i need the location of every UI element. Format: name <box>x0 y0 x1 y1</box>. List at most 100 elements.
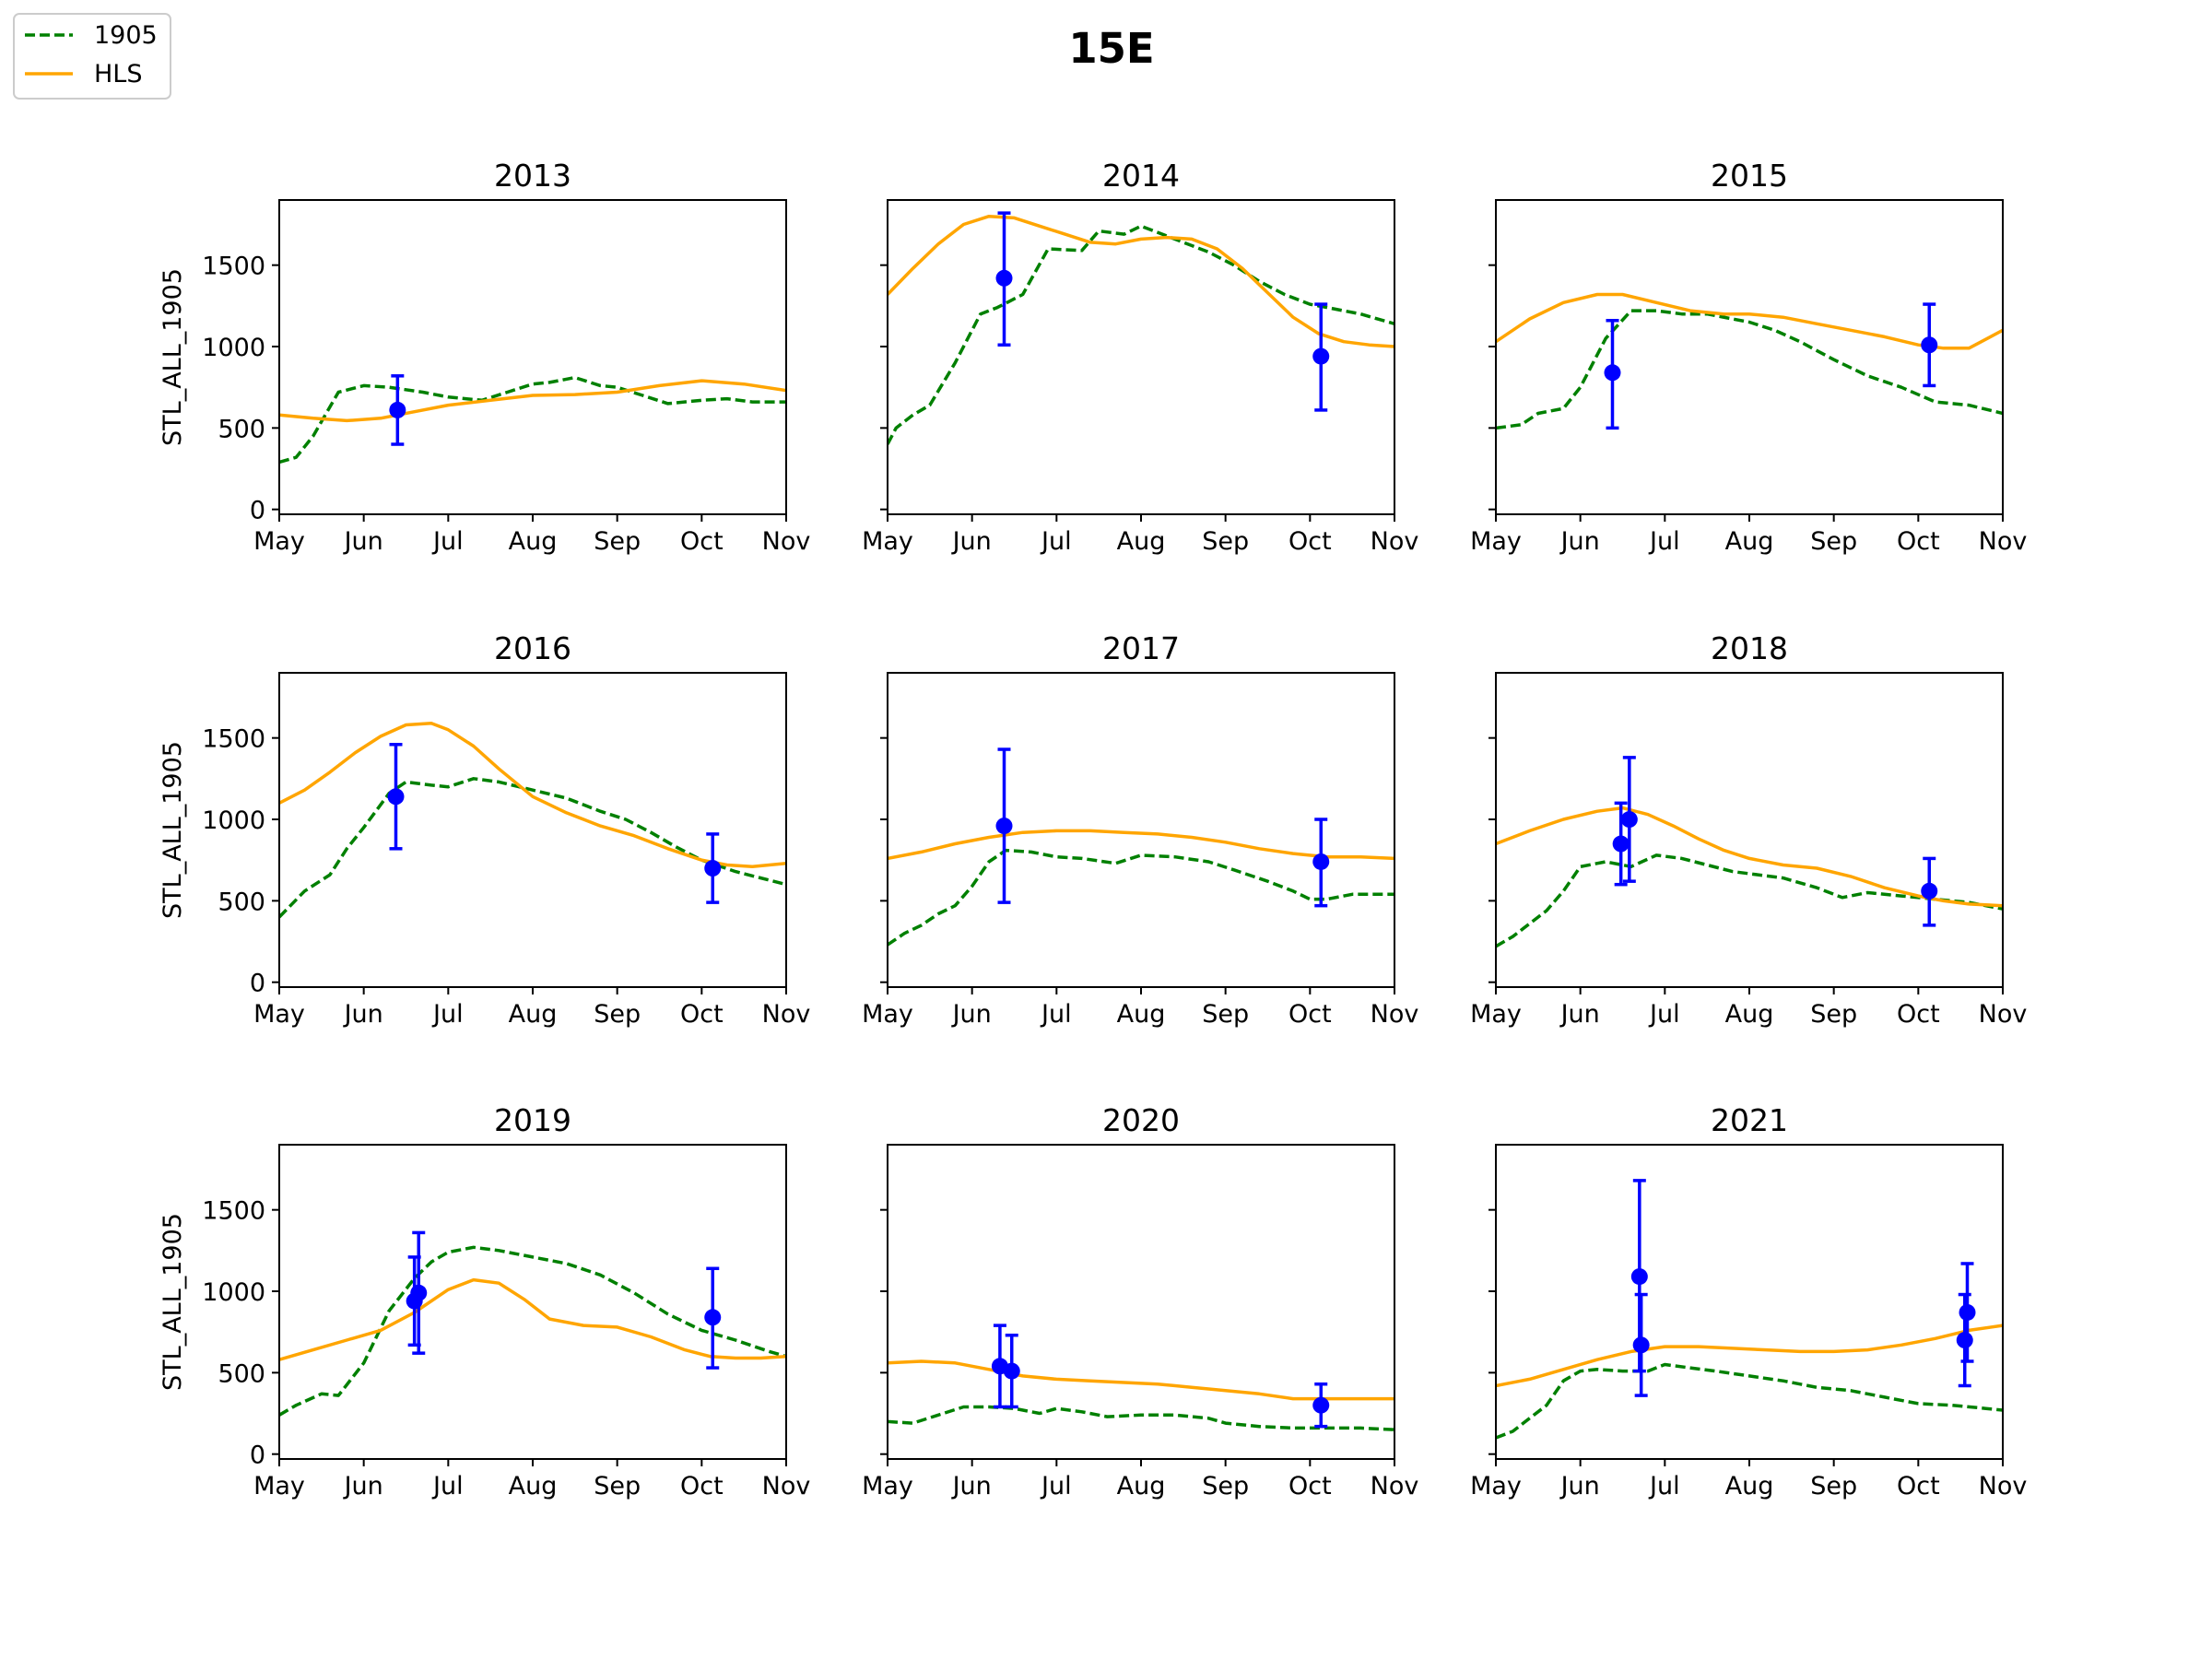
y-tick-label: 500 <box>218 1359 265 1388</box>
x-tick-label: May <box>1470 1000 1522 1029</box>
series-line-hls <box>888 829 1394 861</box>
x-tick-label: Sep <box>594 1000 641 1029</box>
x-tick-label: Nov <box>1371 1000 1419 1029</box>
series-line-hls <box>279 379 786 423</box>
legend-label-hls: HLS <box>94 60 142 88</box>
x-tick-label: Oct <box>1288 1000 1332 1029</box>
observation-point <box>995 747 1013 904</box>
subplot-title: 2019 <box>494 1102 571 1138</box>
subplot-2013: 2013 May Jun Jul Aug Sep Oct Nov 0 500 1000 1500 STL… <box>159 158 810 556</box>
x-tick-label: Aug <box>1725 1472 1774 1500</box>
x-tick-label: Nov <box>1979 1472 2028 1500</box>
y-tick-label: 1500 <box>202 725 265 754</box>
subplot-title: 2013 <box>494 158 571 194</box>
observation-point <box>1921 302 1938 388</box>
plot-area <box>888 1359 1394 1431</box>
x-tick-label: May <box>253 1472 305 1500</box>
subplot-title: 2017 <box>1102 630 1180 666</box>
x-tick-label: Oct <box>680 1000 724 1029</box>
plot-area <box>279 375 786 465</box>
series-line-hls <box>888 214 1394 348</box>
observation-marker <box>1956 1332 1973 1349</box>
series-line-hls <box>888 1359 1394 1401</box>
x-tick-label: Jul <box>431 1000 464 1029</box>
legend: 1905 HLS <box>13 13 171 100</box>
plot-area <box>1496 806 2003 948</box>
observation-point <box>991 1324 1008 1409</box>
x-tick-label: Nov <box>762 527 811 556</box>
x-tick-label: Jun <box>343 1472 383 1500</box>
series-line-1905 <box>1496 1362 2003 1440</box>
plot-area <box>279 1245 786 1417</box>
subplot-title: 2021 <box>1711 1102 1788 1138</box>
series-line-1905 <box>1496 853 2003 948</box>
y-tick-label: 1000 <box>202 1278 265 1307</box>
x-tick-label: Oct <box>1897 527 1940 556</box>
subplot-2018: 2018 May Jun Jul Aug Sep Oct Nov <box>1470 630 2027 1029</box>
subplot-2017: 2017 May Jun Jul Aug Sep Oct Nov <box>862 630 1418 1029</box>
y-tick-label: 1500 <box>202 253 265 281</box>
x-tick-label: May <box>862 527 913 556</box>
observation-marker <box>1312 347 1330 365</box>
series-line-1905 <box>279 375 786 465</box>
x-tick-label: Aug <box>509 1472 558 1500</box>
observation-point <box>1620 756 1638 883</box>
observation-marker <box>389 401 406 418</box>
x-tick-label: Aug <box>1725 1000 1774 1029</box>
x-tick-label: Nov <box>1979 1000 2028 1029</box>
x-tick-label: Jun <box>951 1472 992 1500</box>
observation-marker <box>410 1284 428 1301</box>
subplot-2019: 2019 May Jun Jul Aug Sep Oct Nov 0 500 1000 1500 STL… <box>159 1102 810 1500</box>
y-axis-label: STL_ALL_1905 <box>159 1213 187 1391</box>
x-tick-label: Sep <box>1202 1000 1249 1029</box>
observation-marker <box>995 269 1013 287</box>
y-tick-label: 1500 <box>202 1197 265 1226</box>
series-line-1905 <box>888 1405 1394 1431</box>
x-tick-label: Nov <box>762 1472 811 1500</box>
x-tick-label: Oct <box>1897 1472 1940 1500</box>
subplot-2015: 2015 May Jun Jul Aug Sep Oct Nov <box>1470 158 2027 556</box>
series-line-hls <box>279 722 786 869</box>
x-tick-label: Sep <box>594 1472 641 1500</box>
observation-point <box>389 374 406 446</box>
x-tick-label: Aug <box>1725 527 1774 556</box>
series-line-1905 <box>888 848 1394 947</box>
x-tick-label: Jul <box>1648 1472 1680 1500</box>
series-line-1905 <box>279 777 786 919</box>
x-tick-label: May <box>862 1000 913 1029</box>
x-tick-label: Jun <box>1559 1472 1600 1500</box>
series-line-hls <box>1496 1324 2003 1388</box>
y-tick-label: 1000 <box>202 806 265 835</box>
x-tick-label: Sep <box>1810 1472 1857 1500</box>
observation-marker <box>1632 1336 1650 1354</box>
observation-marker <box>995 818 1013 835</box>
x-tick-label: Nov <box>1979 527 2028 556</box>
legend-frame <box>13 13 171 100</box>
observation-point <box>1612 801 1630 887</box>
y-tick-label: 0 <box>250 1441 265 1470</box>
y-axis-label: STL_ALL_1905 <box>159 741 187 919</box>
subplot-title: 2014 <box>1102 158 1180 194</box>
x-tick-label: Oct <box>680 1472 724 1500</box>
observation-point <box>410 1230 428 1355</box>
observation-point <box>1312 302 1330 412</box>
x-tick-label: Oct <box>680 527 724 556</box>
x-tick-label: Aug <box>509 527 558 556</box>
observation-marker <box>1312 853 1330 870</box>
x-tick-label: Aug <box>1117 1472 1166 1500</box>
series-line-1905 <box>279 1245 786 1417</box>
x-tick-label: May <box>253 1000 305 1029</box>
observation-marker <box>1003 1362 1020 1380</box>
x-tick-label: Jul <box>1040 1472 1072 1500</box>
series-line-hls <box>279 1277 786 1361</box>
x-tick-label: May <box>1470 527 1522 556</box>
observation-marker <box>1604 364 1621 382</box>
x-tick-label: May <box>862 1472 913 1500</box>
observation-marker <box>387 788 405 806</box>
observation-point <box>704 1266 722 1370</box>
y-tick-label: 500 <box>218 415 265 443</box>
subplot-2014: 2014 May Jun Jul Aug Sep Oct Nov <box>862 158 1418 556</box>
x-tick-label: Oct <box>1897 1000 1940 1029</box>
